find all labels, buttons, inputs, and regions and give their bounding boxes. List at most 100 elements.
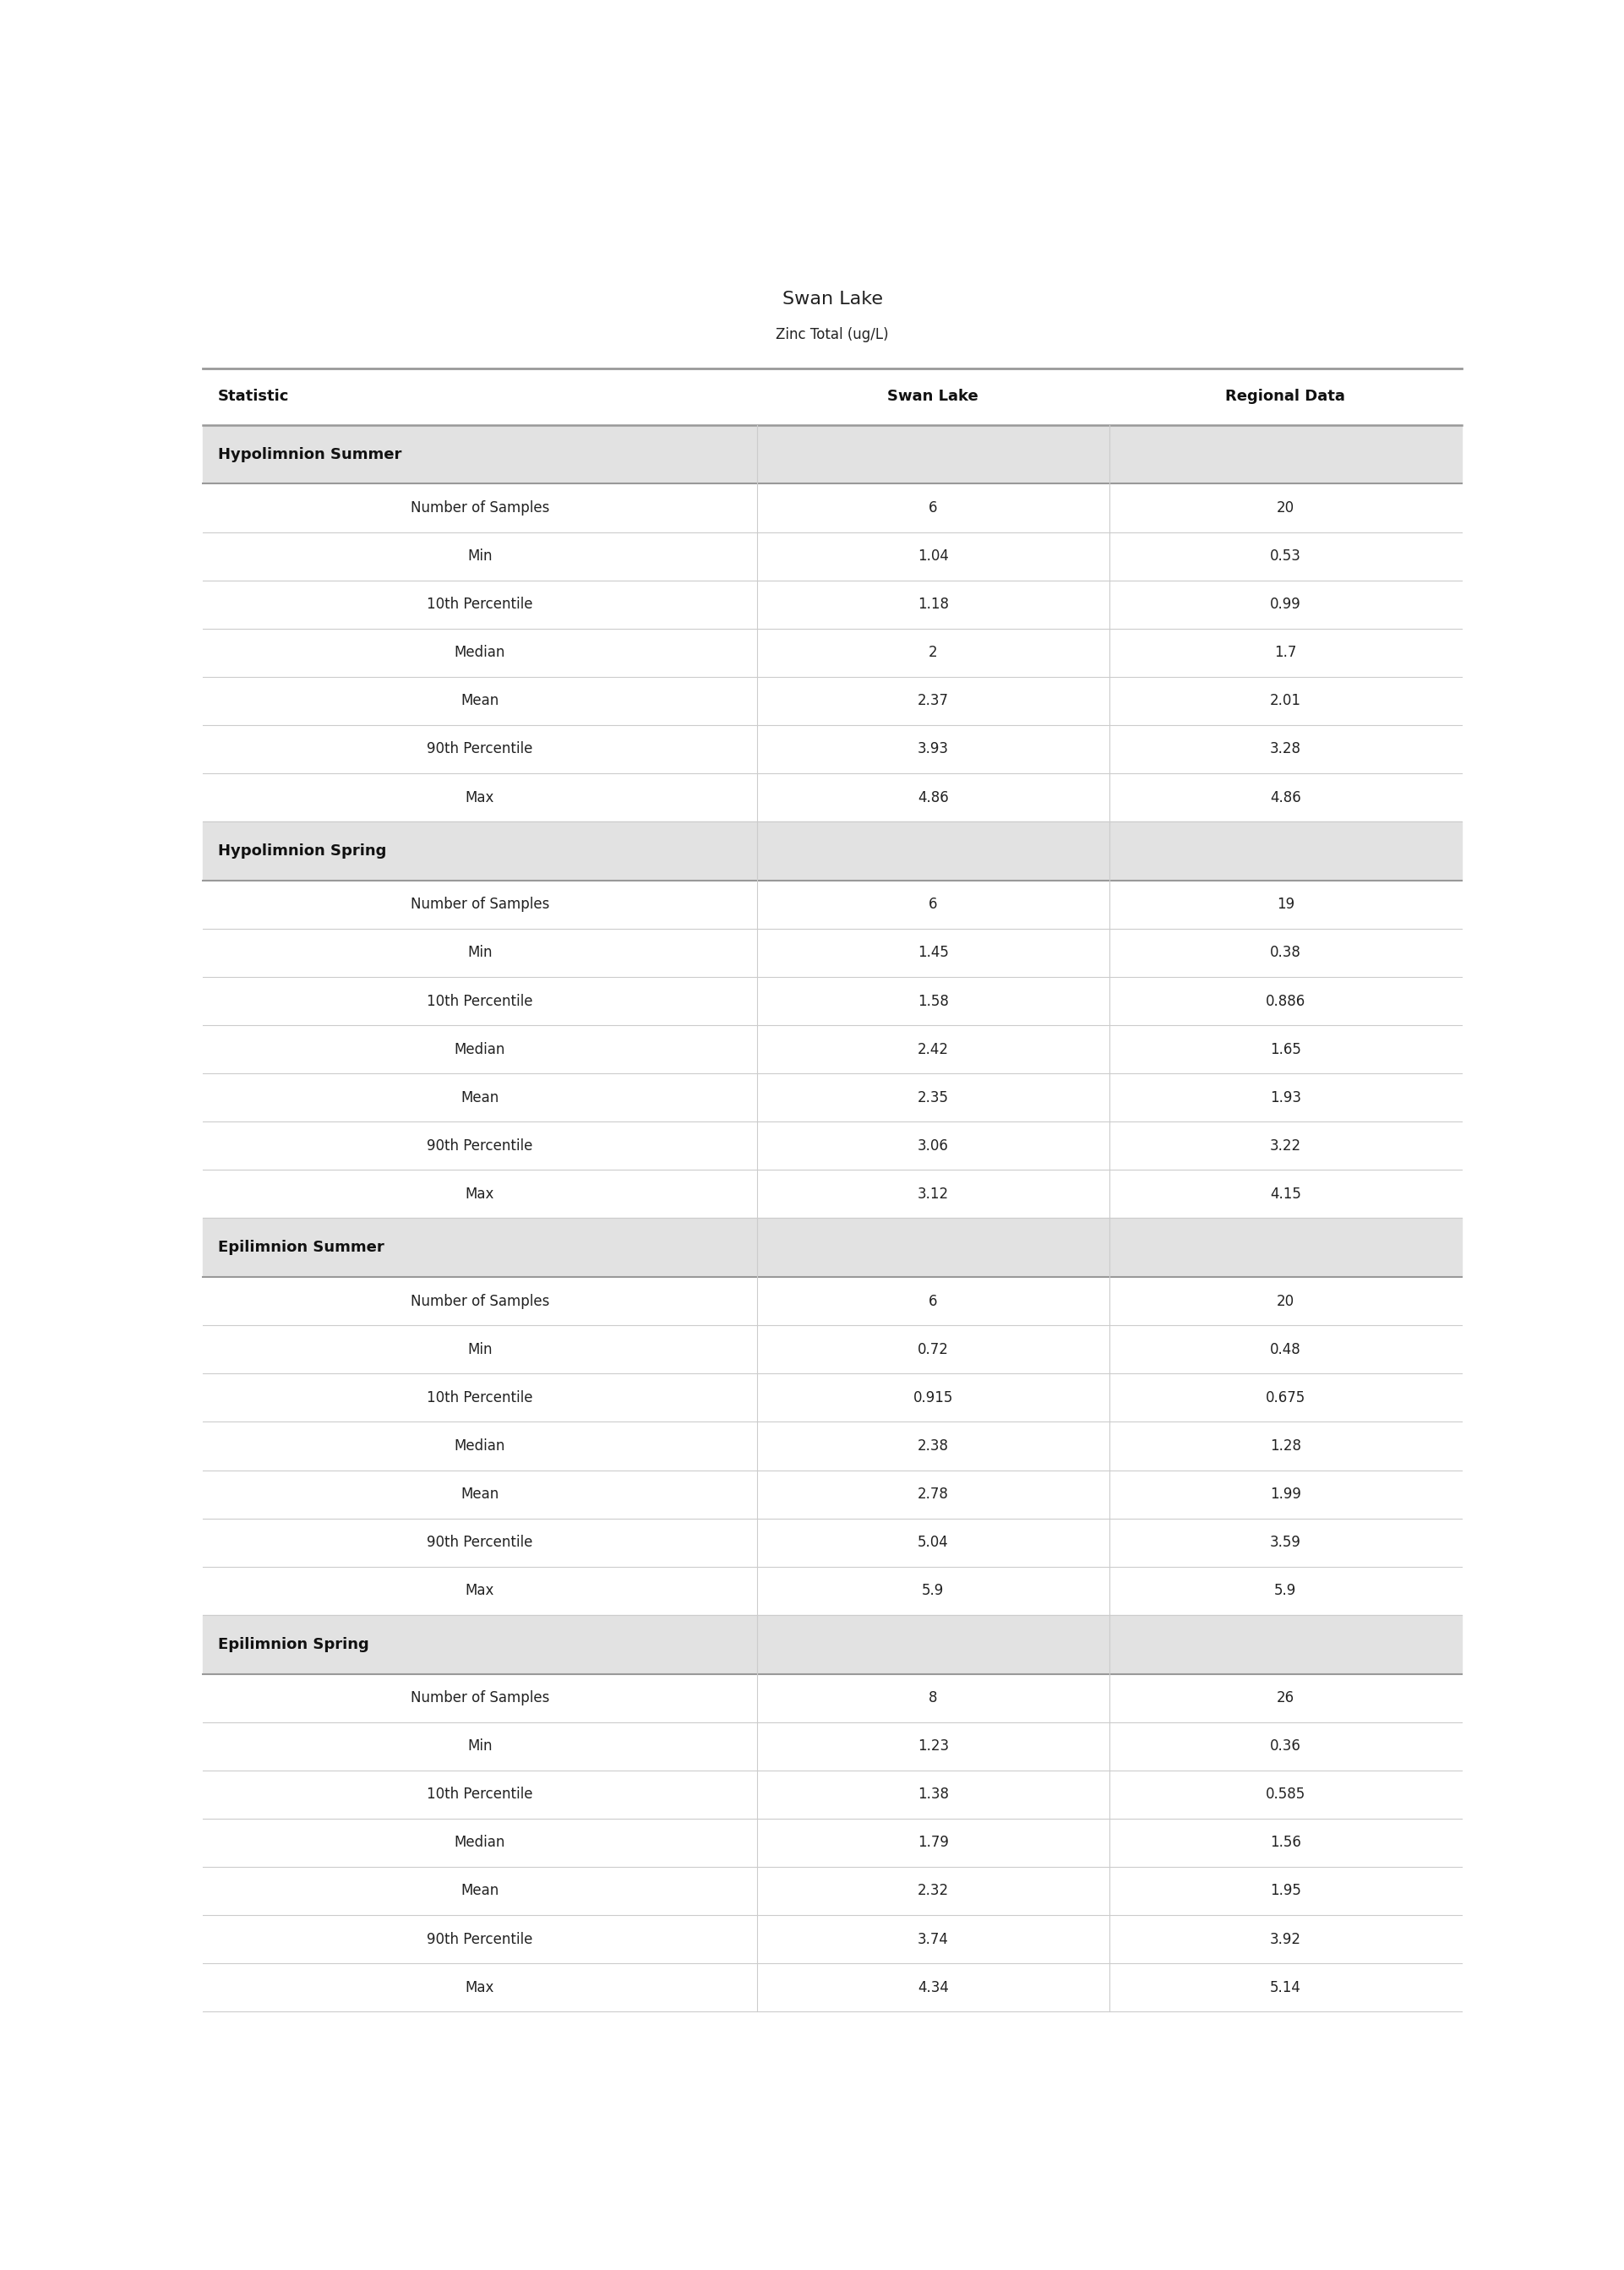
Text: 3.74: 3.74 bbox=[918, 1932, 948, 1948]
Text: Swan Lake: Swan Lake bbox=[887, 388, 979, 404]
Bar bbox=[203, 484, 1462, 531]
Text: Median: Median bbox=[455, 1439, 505, 1453]
Text: Mean: Mean bbox=[461, 692, 499, 708]
Text: 5.14: 5.14 bbox=[1270, 1979, 1301, 1995]
Bar bbox=[203, 976, 1462, 1026]
Text: 8: 8 bbox=[929, 1691, 937, 1705]
Bar bbox=[203, 1818, 1462, 1866]
Text: 1.04: 1.04 bbox=[918, 549, 948, 563]
Text: 2: 2 bbox=[929, 645, 937, 661]
Bar bbox=[203, 1121, 1462, 1169]
Bar bbox=[203, 774, 1462, 822]
Text: 10th Percentile: 10th Percentile bbox=[427, 1389, 533, 1405]
Text: 6: 6 bbox=[929, 897, 937, 913]
Text: 2.78: 2.78 bbox=[918, 1487, 948, 1503]
Text: 19: 19 bbox=[1276, 897, 1294, 913]
Bar bbox=[203, 1074, 1462, 1121]
Text: 4.15: 4.15 bbox=[1270, 1187, 1301, 1201]
Text: Median: Median bbox=[455, 1042, 505, 1058]
Text: 90th Percentile: 90th Percentile bbox=[427, 1932, 533, 1948]
Text: 1.38: 1.38 bbox=[918, 1786, 948, 1802]
Text: 10th Percentile: 10th Percentile bbox=[427, 1786, 533, 1802]
Text: 0.48: 0.48 bbox=[1270, 1342, 1301, 1357]
Text: 0.72: 0.72 bbox=[918, 1342, 948, 1357]
Text: Mean: Mean bbox=[461, 1884, 499, 1898]
Text: Zinc Total (ug/L): Zinc Total (ug/L) bbox=[776, 327, 888, 343]
Text: 5.9: 5.9 bbox=[922, 1582, 944, 1598]
Bar bbox=[203, 531, 1462, 581]
Text: 3.93: 3.93 bbox=[918, 742, 948, 756]
Text: 4.86: 4.86 bbox=[918, 790, 948, 806]
Text: 20: 20 bbox=[1276, 499, 1294, 515]
Bar bbox=[203, 1278, 1462, 1326]
Text: 0.886: 0.886 bbox=[1265, 994, 1306, 1008]
Text: 1.79: 1.79 bbox=[918, 1834, 948, 1850]
Text: Number of Samples: Number of Samples bbox=[411, 897, 549, 913]
Bar bbox=[203, 581, 1462, 629]
Text: Regional Data: Regional Data bbox=[1226, 388, 1345, 404]
Bar bbox=[203, 724, 1462, 774]
Text: Epilimnion Summer: Epilimnion Summer bbox=[218, 1239, 385, 1255]
Text: 2.37: 2.37 bbox=[918, 692, 948, 708]
Bar bbox=[203, 881, 1462, 928]
Text: Median: Median bbox=[455, 645, 505, 661]
Bar bbox=[203, 424, 1462, 484]
Text: 5.04: 5.04 bbox=[918, 1535, 948, 1550]
Bar bbox=[203, 1566, 1462, 1614]
Text: 6: 6 bbox=[929, 1294, 937, 1310]
Text: 0.36: 0.36 bbox=[1270, 1739, 1301, 1755]
Bar bbox=[203, 1866, 1462, 1916]
Bar bbox=[203, 1471, 1462, 1519]
Text: 10th Percentile: 10th Percentile bbox=[427, 597, 533, 613]
Text: Max: Max bbox=[466, 1582, 494, 1598]
Text: 3.06: 3.06 bbox=[918, 1137, 948, 1153]
Bar bbox=[203, 1373, 1462, 1421]
Text: 0.99: 0.99 bbox=[1270, 597, 1301, 613]
Text: Statistic: Statistic bbox=[218, 388, 289, 404]
Bar bbox=[203, 1421, 1462, 1471]
Text: 90th Percentile: 90th Percentile bbox=[427, 1137, 533, 1153]
Text: 0.675: 0.675 bbox=[1265, 1389, 1306, 1405]
Text: Max: Max bbox=[466, 1979, 494, 1995]
Text: 2.35: 2.35 bbox=[918, 1090, 948, 1105]
Bar bbox=[203, 1219, 1462, 1278]
Text: Hypolimnion Summer: Hypolimnion Summer bbox=[218, 447, 401, 461]
Text: Number of Samples: Number of Samples bbox=[411, 499, 549, 515]
Text: Min: Min bbox=[468, 1342, 492, 1357]
Text: 1.93: 1.93 bbox=[1270, 1090, 1301, 1105]
Text: 1.45: 1.45 bbox=[918, 944, 948, 960]
Text: 1.95: 1.95 bbox=[1270, 1884, 1301, 1898]
Bar bbox=[203, 1916, 1462, 1964]
Text: 1.7: 1.7 bbox=[1275, 645, 1296, 661]
Text: 26: 26 bbox=[1276, 1691, 1294, 1705]
Bar bbox=[203, 1169, 1462, 1219]
Text: 3.12: 3.12 bbox=[918, 1187, 948, 1201]
Text: Max: Max bbox=[466, 790, 494, 806]
Text: Number of Samples: Number of Samples bbox=[411, 1294, 549, 1310]
Bar bbox=[203, 368, 1462, 424]
Text: Median: Median bbox=[455, 1834, 505, 1850]
Bar bbox=[203, 1326, 1462, 1373]
Text: Min: Min bbox=[468, 944, 492, 960]
Text: 90th Percentile: 90th Percentile bbox=[427, 1535, 533, 1550]
Text: 3.28: 3.28 bbox=[1270, 742, 1301, 756]
Text: 1.58: 1.58 bbox=[918, 994, 948, 1008]
Bar bbox=[203, 1964, 1462, 2011]
Text: 4.34: 4.34 bbox=[918, 1979, 948, 1995]
Text: Min: Min bbox=[468, 549, 492, 563]
Text: 1.28: 1.28 bbox=[1270, 1439, 1301, 1453]
Text: Swan Lake: Swan Lake bbox=[783, 291, 882, 309]
Bar bbox=[203, 1673, 1462, 1723]
Bar bbox=[203, 1771, 1462, 1818]
Text: 2.42: 2.42 bbox=[918, 1042, 948, 1058]
Text: 0.915: 0.915 bbox=[913, 1389, 953, 1405]
Text: 20: 20 bbox=[1276, 1294, 1294, 1310]
Text: 2.01: 2.01 bbox=[1270, 692, 1301, 708]
Text: 5.9: 5.9 bbox=[1275, 1582, 1296, 1598]
Text: 0.38: 0.38 bbox=[1270, 944, 1301, 960]
Text: 2.32: 2.32 bbox=[918, 1884, 948, 1898]
Text: Number of Samples: Number of Samples bbox=[411, 1691, 549, 1705]
Text: Hypolimnion Spring: Hypolimnion Spring bbox=[218, 844, 387, 858]
Text: 0.53: 0.53 bbox=[1270, 549, 1301, 563]
Bar bbox=[203, 1723, 1462, 1771]
